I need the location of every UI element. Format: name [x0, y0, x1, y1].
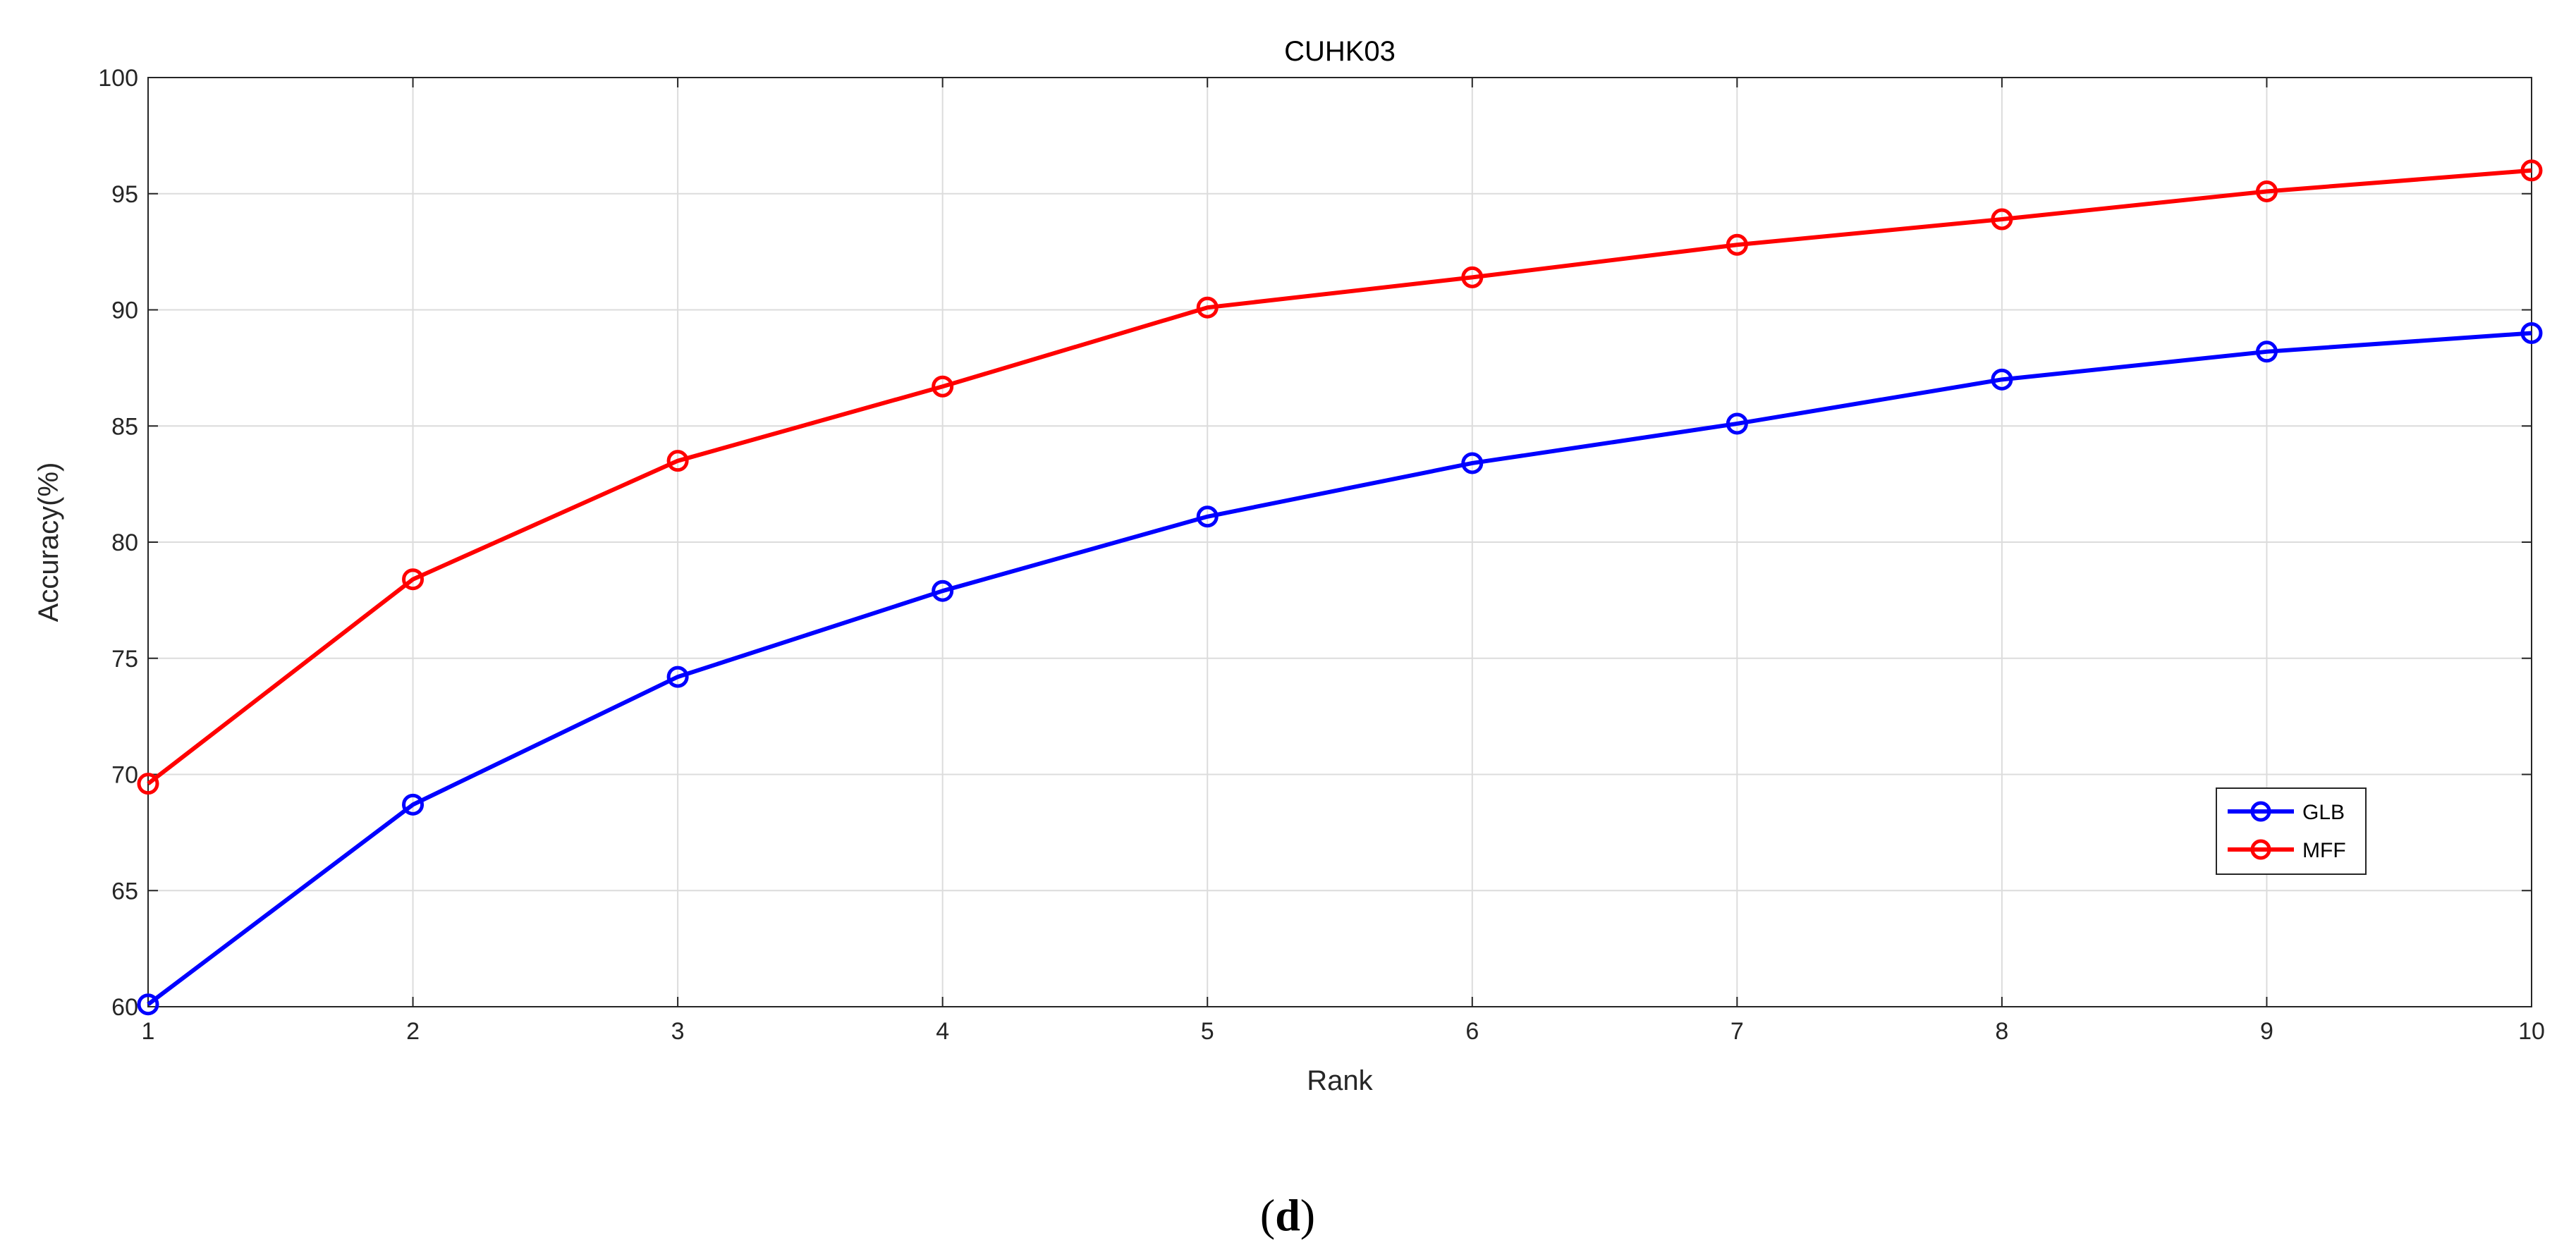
x-axis-title: Rank	[1307, 1065, 1373, 1096]
x-tick-label: 8	[1995, 1018, 2008, 1045]
series-glb	[137, 321, 2543, 1016]
series-mff-point	[1196, 296, 1219, 319]
legend-glb-label: GLB	[2302, 801, 2345, 824]
legend-mff-marker	[2250, 839, 2271, 860]
y-tick-label: 100	[98, 65, 138, 92]
y-tick-label: 85	[111, 413, 138, 440]
series-glb-point	[1726, 412, 1748, 435]
legend-item-mff: MFF	[2228, 839, 2346, 862]
series-mff-point	[402, 568, 425, 591]
series-mff-point	[666, 450, 689, 472]
series-glb-point	[1991, 368, 2013, 391]
panel-label-close: )	[1300, 1190, 1315, 1240]
series-mff-point	[137, 773, 159, 795]
panel-label-open: (	[1260, 1190, 1275, 1240]
y-tick-label: 95	[111, 181, 138, 208]
x-tick-label: 9	[2260, 1018, 2273, 1045]
series-mff-point	[1991, 208, 2013, 231]
x-tick-label: 7	[1730, 1018, 1744, 1045]
x-tick-label: 10	[2518, 1018, 2545, 1045]
legend: GLB MFF	[2216, 787, 2367, 875]
series-glb-point	[1196, 505, 1219, 528]
y-tick-label: 70	[111, 762, 138, 789]
data-series	[137, 159, 2543, 1016]
axis-ticks: 1 2 3 4 5 6 7 8 9 10 60 65 70 75 80 85 90 95 100	[98, 65, 2545, 1045]
series-glb-point	[666, 666, 689, 688]
series-mff-point	[2520, 159, 2543, 182]
series-glb-point	[1461, 452, 1484, 474]
y-tick-label: 75	[111, 646, 138, 673]
series-mff-point	[932, 375, 954, 398]
series-mff-point	[1461, 266, 1484, 288]
series-glb-point	[2520, 321, 2543, 344]
series-glb-line	[147, 331, 2532, 1007]
series-glb-point	[932, 580, 954, 602]
legend-glb-marker	[2250, 801, 2271, 822]
x-tick-label: 5	[1201, 1018, 1214, 1045]
y-tick-label: 80	[111, 529, 138, 556]
x-tick-label: 4	[936, 1018, 949, 1045]
series-glb-point	[137, 993, 159, 1016]
series-mff-point	[1726, 233, 1748, 256]
panel-label: (d)	[1260, 1190, 1315, 1240]
series-glb-point	[2255, 341, 2278, 363]
plot-area: 1 2 3 4 5 6 7 8 9 10 60 65 70 75 80 85 90 95 100	[98, 65, 2545, 1045]
chart-title: CUHK03	[1284, 36, 1396, 67]
x-tick-label: 3	[671, 1018, 685, 1045]
series-mff-line	[147, 168, 2532, 786]
series-mff	[137, 159, 2543, 795]
series-mff-point	[2255, 180, 2278, 202]
x-tick-label: 6	[1465, 1018, 1479, 1045]
y-tick-label: 65	[111, 878, 138, 905]
x-tick-label: 2	[406, 1018, 420, 1045]
y-tick-label: 60	[111, 994, 138, 1021]
y-tick-label: 90	[111, 298, 138, 324]
legend-mff-label: MFF	[2302, 839, 2346, 862]
legend-box	[2216, 787, 2367, 875]
series-glb-point	[402, 793, 425, 816]
panel-label-letter: d	[1275, 1190, 1300, 1240]
legend-item-glb: GLB	[2228, 801, 2345, 824]
y-axis-title: Accuracy(%)	[33, 462, 64, 623]
x-tick-label: 1	[142, 1018, 155, 1045]
